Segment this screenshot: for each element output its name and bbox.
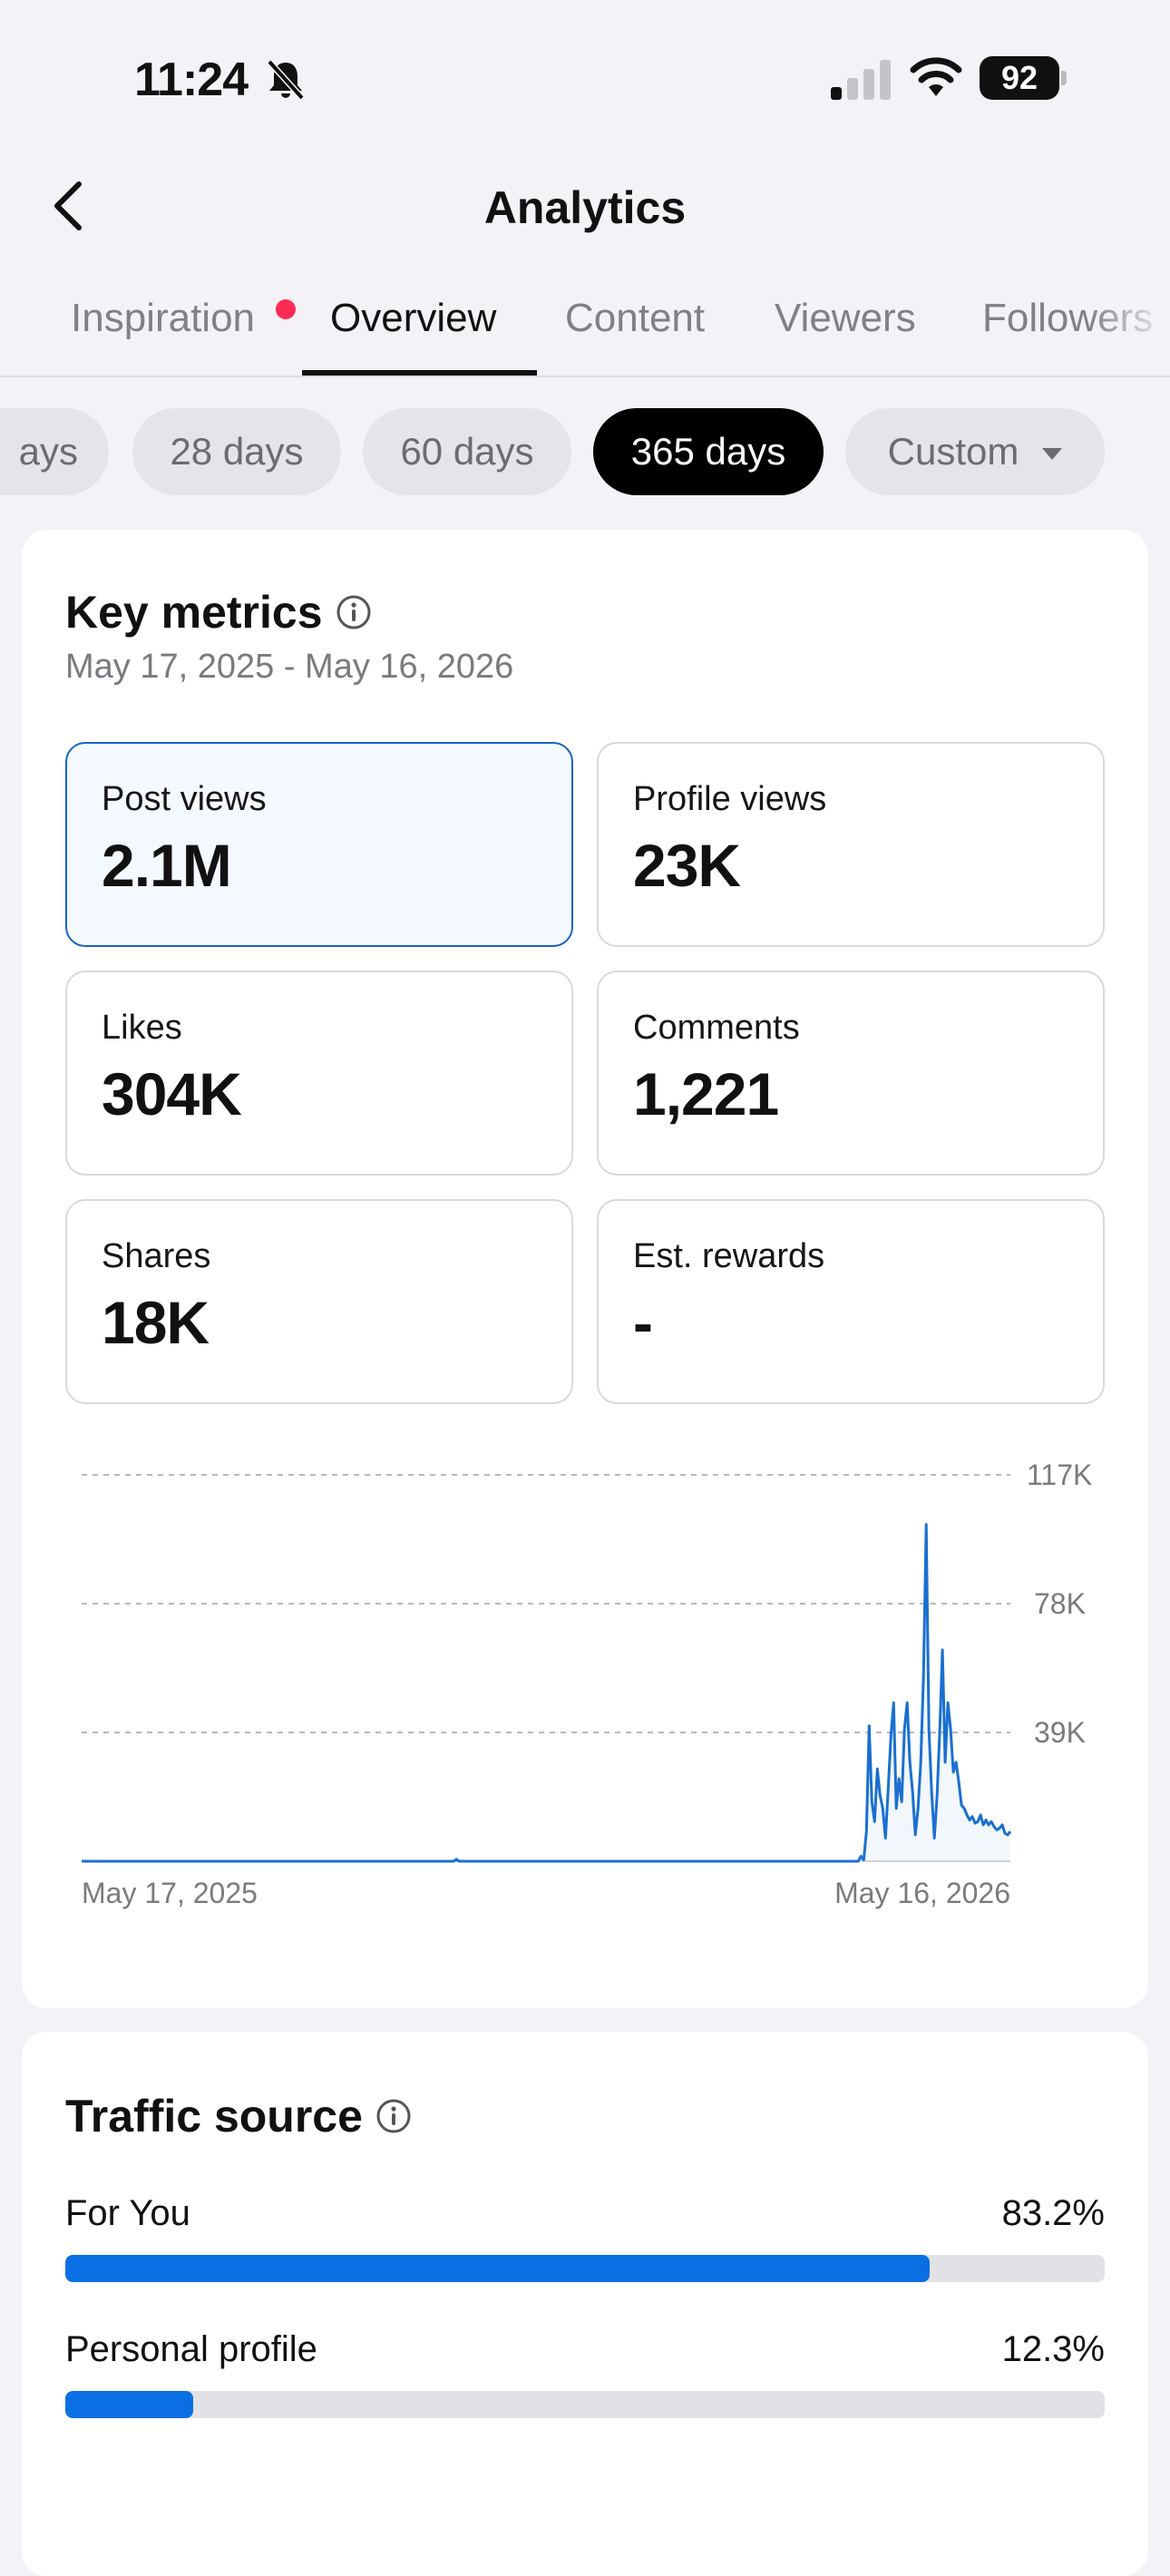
tab-inspiration[interactable]: Inspiration: [71, 296, 296, 376]
chip-label: 365 days: [630, 430, 786, 473]
metric-post-views[interactable]: Post views 2.1M: [65, 742, 573, 947]
metric-profile-views[interactable]: Profile views 23K: [597, 742, 1105, 947]
tab-content[interactable]: Content: [565, 296, 706, 376]
metric-value: 304K: [102, 1060, 242, 1127]
metric-likes[interactable]: Likes 304K: [65, 971, 573, 1176]
traffic-bar-track: [65, 2255, 1105, 2282]
metric-value: 2.1M: [102, 832, 232, 899]
tab-label: Overview: [330, 296, 497, 340]
tab-viewers[interactable]: Viewers: [775, 296, 916, 376]
wifi-icon: [910, 57, 962, 96]
series-line-post-views: [82, 1523, 1012, 1863]
section-title-text: Traffic source: [65, 2091, 363, 2142]
y-tick-label-117k: 117K: [1027, 1459, 1092, 1491]
x-label-start: May 17, 2025: [82, 1877, 258, 1909]
active-tab-indicator: [302, 370, 537, 376]
metric-label: Comments: [633, 1009, 800, 1047]
tab-overview[interactable]: Overview: [330, 296, 497, 376]
metric-label: Profile views: [633, 780, 827, 818]
chip-label: Custom: [887, 430, 1019, 473]
traffic-bar-fill: [65, 2391, 193, 2418]
period-chip-60-days[interactable]: 60 days: [363, 408, 571, 495]
metric-label: Est. rewards: [633, 1237, 825, 1275]
cellular-signal-icon: [831, 60, 891, 100]
bell-muted-icon: [267, 59, 305, 101]
key-metrics-card: Key metrics May 17, 2025 - May 16, 2026 …: [22, 530, 1148, 2008]
post-views-chart: 117K 78K 39K May 17, 2025 May 16, 2026: [22, 1442, 1148, 1950]
traffic-bar-track: [65, 2391, 1105, 2418]
key-metrics-title: Key metrics: [65, 586, 372, 639]
metric-shares[interactable]: Shares 18K: [65, 1199, 573, 1404]
period-chip-365-days[interactable]: 365 days: [593, 408, 824, 495]
period-chip-28-days[interactable]: 28 days: [132, 408, 341, 495]
traffic-percent: 12.3%: [1001, 2329, 1105, 2369]
metric-value: -: [633, 1289, 653, 1356]
line-chart: 117K 78K 39K May 17, 2025 May 16, 2026: [82, 1459, 1092, 1909]
y-tick-label-78k: 78K: [1034, 1587, 1086, 1620]
traffic-source-card: Traffic source For You 83.2% Personal pr…: [22, 2032, 1148, 2576]
metric-comments[interactable]: Comments 1,221: [597, 971, 1105, 1176]
battery-level: 92: [980, 56, 1059, 100]
metric-value: 23K: [633, 832, 741, 899]
metric-label: Shares: [102, 1237, 211, 1275]
traffic-label: For You: [65, 2193, 190, 2233]
tab-fade: [1088, 272, 1170, 372]
traffic-percent: 83.2%: [1001, 2193, 1105, 2233]
period-selector: ays 28 days 60 days 365 days Custom: [0, 408, 1170, 499]
tab-label: Content: [565, 296, 706, 340]
status-bar: 11:24 92: [0, 0, 1170, 154]
y-tick-label-39k: 39K: [1034, 1716, 1086, 1749]
traffic-label: Personal profile: [65, 2329, 317, 2369]
chip-label: 60 days: [400, 430, 534, 473]
metric-label: Likes: [102, 1009, 182, 1047]
notification-dot: [276, 299, 296, 319]
period-chip-custom[interactable]: Custom: [845, 408, 1105, 495]
series-area: [82, 1524, 1010, 1861]
date-range: May 17, 2025 - May 16, 2026: [65, 648, 514, 686]
metric-est-rewards[interactable]: Est. rewards -: [597, 1199, 1105, 1404]
traffic-source-title: Traffic source: [65, 2090, 412, 2142]
page-title: Analytics: [483, 182, 687, 233]
tab-label: Inspiration: [71, 296, 256, 340]
metric-value: 1,221: [633, 1060, 779, 1127]
traffic-bar-fill: [65, 2255, 931, 2282]
info-icon[interactable]: [375, 2098, 412, 2134]
x-label-end: May 16, 2026: [834, 1877, 1010, 1909]
tab-bar: Inspiration Overview Content Viewers Fol…: [0, 272, 1170, 377]
chip-label: 28 days: [170, 430, 304, 473]
metric-label: Post views: [102, 780, 267, 818]
section-title-text: Key metrics: [65, 587, 323, 638]
header: Analytics: [0, 154, 1170, 263]
battery-icon: 92: [980, 56, 1067, 100]
back-button[interactable]: [36, 174, 100, 238]
caret-down-icon: [1042, 447, 1063, 460]
tab-label: Viewers: [775, 296, 916, 340]
period-chip-7-days[interactable]: ays: [0, 408, 109, 495]
metric-value: 18K: [102, 1289, 210, 1356]
chip-label: ays: [18, 430, 78, 473]
info-icon[interactable]: [336, 594, 372, 630]
status-time: 11:24: [134, 54, 249, 106]
chevron-left-icon: [54, 181, 82, 230]
